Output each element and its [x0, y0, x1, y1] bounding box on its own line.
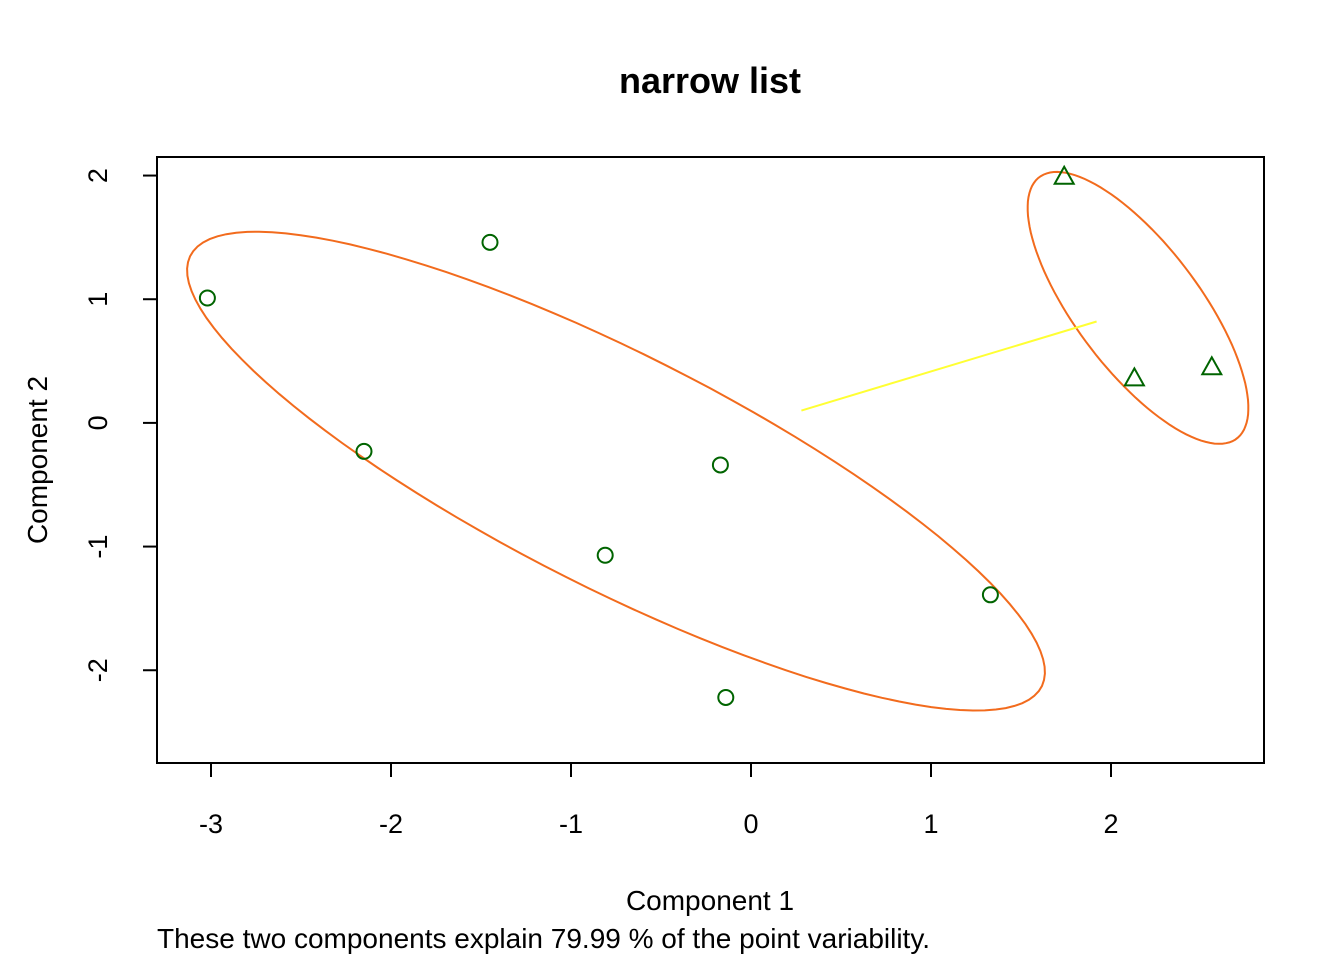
y-axis-label: Component 2 [22, 376, 53, 544]
circle-point [711, 456, 729, 474]
x-tick-label: -1 [559, 809, 583, 839]
cluster-connector [801, 320, 1097, 412]
chart-title: narrow list [619, 60, 801, 101]
data-points [198, 164, 1224, 706]
x-tick-label: 1 [923, 809, 938, 839]
y-axis: -2 -1 0 1 2 [83, 168, 158, 682]
x-tick-label: 2 [1103, 809, 1118, 839]
circle-point [481, 233, 499, 251]
y-tick-label: -1 [83, 535, 113, 559]
x-axis-label: Component 1 [626, 885, 794, 916]
circle-point [981, 586, 999, 604]
y-tick-label: 1 [83, 292, 113, 307]
circle-point [717, 688, 735, 706]
plot-frame [156, 156, 1265, 764]
cluster-ellipses [186, 170, 1250, 712]
cluster-ellipse-2 [1026, 170, 1250, 445]
cluster-ellipse-1 [186, 230, 1046, 712]
x-tick-label: -2 [379, 809, 403, 839]
triangle-point [1200, 355, 1224, 376]
y-tick-label: 2 [83, 168, 113, 183]
circle-point [596, 546, 614, 564]
x-tick-label: 0 [743, 809, 758, 839]
circle-point [198, 289, 216, 307]
y-tick-label: -2 [83, 658, 113, 682]
x-axis: -3 -2 -1 0 1 2 [199, 762, 1119, 839]
y-tick-label: 0 [83, 415, 113, 430]
connector-line [801, 320, 1097, 412]
triangle-point [1052, 164, 1076, 185]
triangle-point [1123, 366, 1146, 387]
circle-point [355, 442, 373, 460]
variability-note: These two components explain 79.99 % of … [157, 923, 930, 954]
x-tick-label: -3 [199, 809, 223, 839]
